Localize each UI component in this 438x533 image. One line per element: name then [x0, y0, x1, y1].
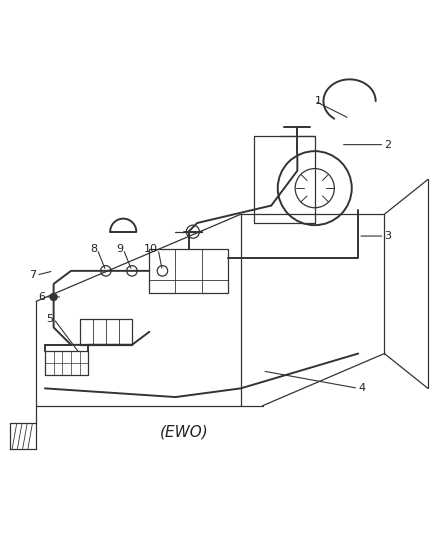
Text: (EWO): (EWO) — [160, 424, 208, 439]
Text: 8: 8 — [90, 244, 97, 254]
Text: 4: 4 — [358, 383, 365, 393]
Text: 2: 2 — [385, 140, 392, 150]
Circle shape — [50, 294, 57, 301]
Text: 10: 10 — [144, 244, 158, 254]
Text: 6: 6 — [38, 292, 45, 302]
Bar — [80, 319, 132, 345]
Text: 3: 3 — [385, 231, 392, 241]
Text: 1: 1 — [315, 96, 322, 106]
Text: 5: 5 — [46, 314, 53, 324]
Text: 7: 7 — [29, 270, 36, 280]
Bar — [149, 249, 228, 293]
Text: 9: 9 — [116, 244, 123, 254]
Bar — [45, 351, 88, 375]
